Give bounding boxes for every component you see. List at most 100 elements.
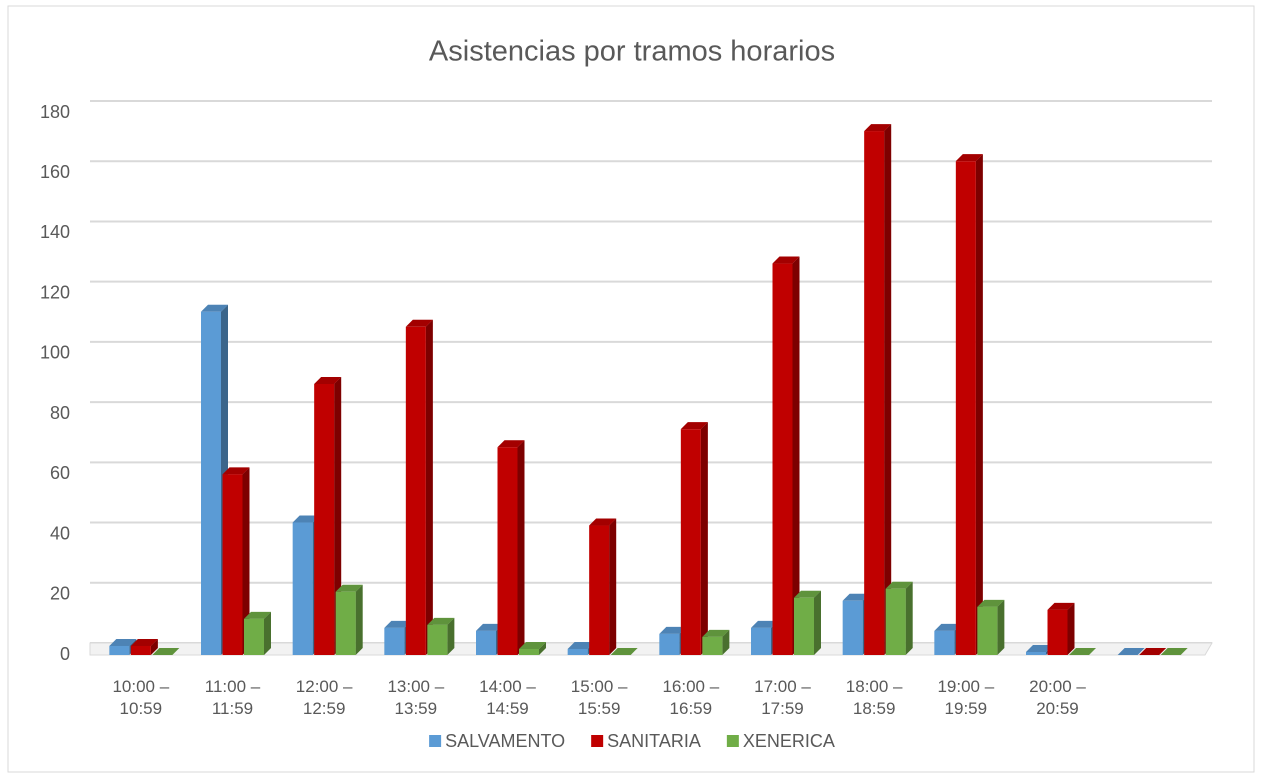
x-tick-label: 16:00 – 16:59 [662, 677, 720, 718]
bar-side [517, 440, 525, 655]
bar-top-shade [842, 593, 870, 601]
bar-top-shade [567, 641, 595, 649]
bar [405, 326, 426, 655]
bar [977, 606, 998, 655]
legend-label: SALVAMENTO [445, 731, 565, 751]
bar [292, 522, 313, 655]
bar-side [264, 611, 271, 655]
y-tick-label: 100 [40, 343, 70, 363]
bar-side [425, 319, 433, 655]
legend-label: SANITARIA [607, 731, 701, 751]
y-tick-label: 160 [40, 162, 70, 182]
bar-top [885, 581, 913, 589]
bar-top [384, 620, 412, 628]
bar-top [659, 626, 687, 634]
bar-side [975, 154, 983, 655]
bar-top [772, 256, 800, 264]
bar-side [609, 518, 617, 655]
bar-side [1067, 602, 1075, 655]
bar-side-shade [447, 617, 455, 655]
bar-side [334, 377, 342, 655]
bar [1047, 609, 1068, 655]
bar-3d [610, 648, 638, 655]
x-tick-label: 14:00 – 14:59 [479, 677, 536, 718]
bar-top-shade [405, 319, 433, 327]
x-tick-label: 19:00 – 19:59 [937, 677, 995, 718]
bar [702, 636, 723, 655]
bar-top [314, 377, 342, 384]
bar [314, 384, 335, 655]
bar-top [589, 518, 617, 526]
bar-top-shade [152, 648, 180, 655]
bar-3d [244, 611, 271, 655]
bar-top [1026, 644, 1053, 652]
bar-side-shade [1067, 602, 1075, 655]
bar-top-shade [519, 641, 546, 649]
bar-top-shade [497, 440, 525, 448]
bar-3d [885, 581, 913, 655]
bar-3d [1139, 648, 1167, 655]
bar-top-shade [476, 623, 503, 631]
bar [794, 597, 814, 655]
bar-top-shade [201, 304, 228, 312]
bar-top [977, 599, 1005, 607]
bar-side [814, 590, 821, 655]
bar-top [934, 623, 962, 631]
bar-top-shade [1069, 648, 1096, 655]
bar-side-shade [700, 422, 708, 655]
bar-side-shade [814, 590, 821, 655]
bar-top-shade [1026, 644, 1053, 652]
bar-top [130, 638, 158, 646]
bar-top-shade [659, 626, 687, 634]
bar-top [427, 617, 455, 625]
bar-side-shade [905, 581, 913, 655]
bar [519, 648, 539, 655]
bar-top-shade [977, 599, 1005, 607]
bar-3d [222, 467, 250, 655]
bar-top-shade [1047, 602, 1075, 610]
y-tick-label: 120 [40, 282, 70, 302]
bar-top-shade [934, 623, 962, 631]
bar-top [201, 304, 228, 312]
bar-side-shade [150, 638, 158, 655]
x-tick-label: 15:00 – 15:59 [570, 677, 628, 718]
bar-3d [794, 590, 821, 655]
chart-title: Asistencias por tramos horarios [429, 36, 835, 68]
bar [244, 618, 264, 655]
bar [427, 624, 448, 655]
bar [751, 627, 771, 655]
bar-side-shade [539, 641, 546, 655]
bar-3d [152, 648, 180, 655]
bar-top [292, 515, 320, 523]
bar-top-shade [1160, 648, 1188, 655]
bar-top [497, 440, 525, 448]
legend-item: SALVAMENTO [429, 731, 565, 751]
bar [589, 525, 610, 655]
bar-top [222, 467, 250, 475]
bar-top-shade [702, 629, 730, 637]
bar-top [864, 124, 892, 132]
bar [130, 645, 151, 655]
floor [89, 642, 1213, 656]
bar-side-shade [355, 584, 363, 655]
bar-side [539, 641, 546, 655]
legend-item: SANITARIA [591, 731, 701, 751]
bar-top [476, 623, 503, 631]
bar-top [1160, 648, 1188, 655]
bar-3d [405, 319, 433, 655]
bar-top-shade [680, 422, 708, 430]
legend-swatch [429, 735, 442, 747]
bar-top-shade [427, 617, 455, 625]
bar [842, 600, 863, 655]
bar-top-shade [130, 638, 158, 646]
bar-top-shade [314, 377, 342, 384]
bar-side [700, 422, 708, 655]
y-tick-label: 40 [50, 523, 70, 543]
x-tick-label: 17:00 – 17:59 [754, 677, 811, 718]
bar-side [447, 617, 455, 655]
bar [567, 648, 588, 655]
bar-3d [772, 256, 800, 655]
x-tick-label: 12:00 – 12:59 [295, 677, 353, 718]
y-tick-label: 180 [40, 102, 70, 122]
